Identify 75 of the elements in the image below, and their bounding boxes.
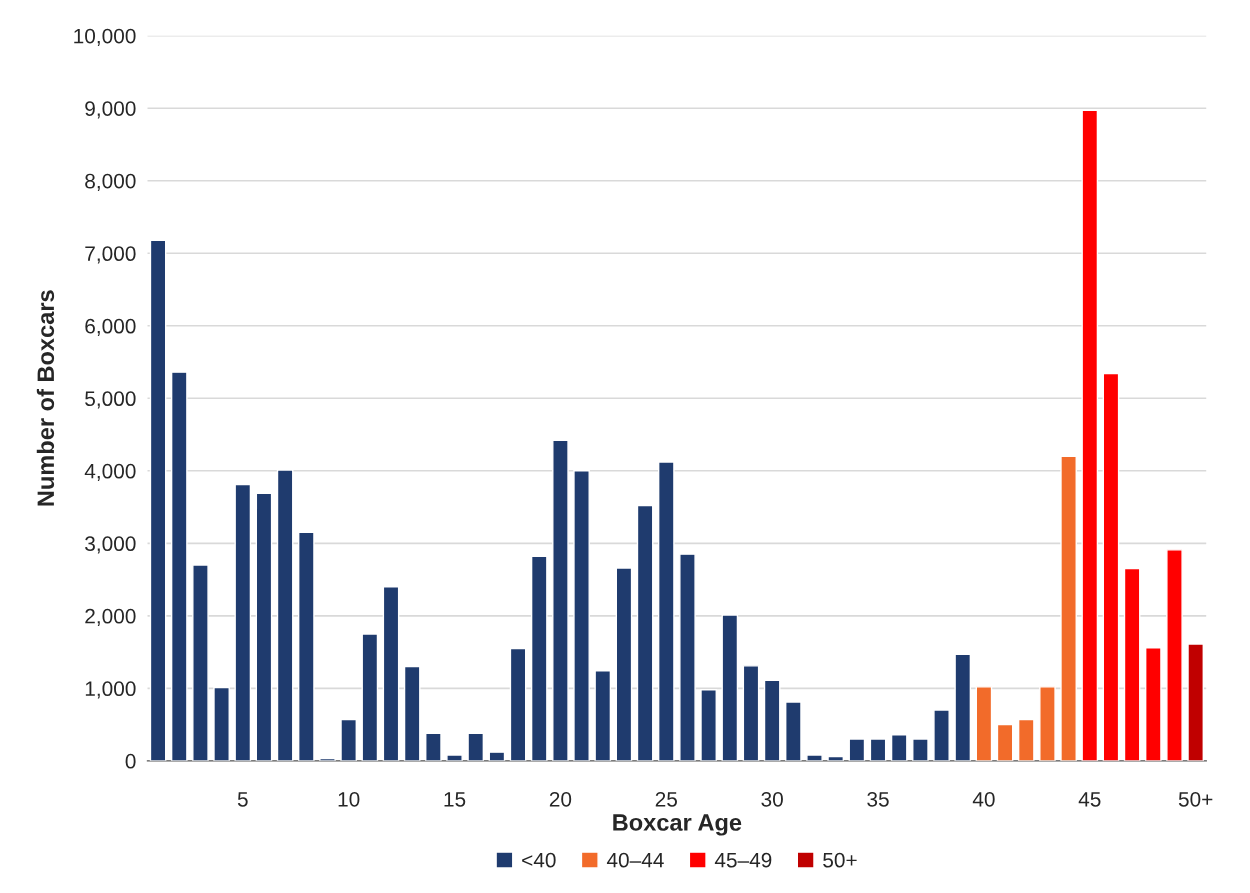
bar — [573, 470, 590, 761]
bar — [785, 701, 802, 761]
bar — [954, 653, 972, 761]
legend-label: 45–49 — [714, 852, 772, 868]
bar — [933, 709, 950, 761]
bar — [806, 754, 823, 761]
y-tick-label: 1,000 — [85, 681, 136, 699]
bar — [340, 718, 357, 761]
bar — [1144, 647, 1162, 761]
x-tick-label: 30 — [761, 791, 783, 807]
y-tick-label: 5,000 — [85, 391, 136, 409]
bar — [1017, 718, 1035, 761]
x-tick-label: 5 — [237, 792, 248, 807]
bar — [1081, 109, 1099, 761]
x-tick-label: 20 — [549, 791, 572, 807]
legend-label: 40–44 — [606, 852, 664, 868]
bar — [149, 239, 167, 761]
bar — [403, 665, 421, 761]
y-tick-label: 8,000 — [85, 173, 136, 191]
bar — [552, 439, 569, 761]
bar — [869, 738, 887, 761]
x-tick-label: 35 — [867, 791, 889, 807]
bar — [530, 555, 548, 761]
bar — [1187, 643, 1204, 761]
bar — [488, 751, 506, 761]
bar — [382, 586, 400, 761]
bar — [192, 564, 209, 761]
bar — [721, 614, 739, 761]
bar — [425, 732, 442, 761]
legend-label: <40 — [522, 852, 556, 868]
bar — [679, 553, 696, 761]
bar — [297, 531, 315, 761]
y-tick-label: 6,000 — [85, 318, 136, 336]
y-tick-label: 10,000 — [74, 28, 136, 46]
legend-label: 50+ — [823, 852, 857, 868]
y-tick-label: 3,000 — [85, 536, 136, 554]
bar — [255, 492, 273, 761]
bar — [213, 686, 230, 761]
bar — [1060, 455, 1077, 761]
bar — [890, 734, 908, 761]
bar — [1123, 567, 1141, 761]
x-tick-label: 10 — [338, 791, 360, 807]
y-tick-label: 0 — [125, 753, 136, 769]
x-tick-label: 15 — [444, 792, 466, 807]
x-tick-label: 40 — [972, 791, 995, 807]
bar — [657, 461, 675, 761]
bar — [996, 723, 1014, 761]
bar — [361, 633, 379, 761]
bar — [1102, 372, 1120, 761]
bar — [912, 738, 929, 761]
x-tick-label: 45 — [1078, 792, 1101, 807]
bar — [763, 679, 781, 761]
bar — [1039, 686, 1056, 761]
bar — [234, 483, 252, 761]
bar — [700, 689, 717, 761]
bar — [1166, 549, 1183, 761]
x-tick-label: 50+ — [1178, 791, 1213, 807]
bar — [467, 732, 485, 761]
y-tick-label: 7,000 — [85, 246, 136, 264]
bar — [276, 469, 294, 761]
y-tick-label: 4,000 — [84, 463, 136, 481]
x-axis-title: Boxcar Age — [613, 814, 742, 836]
x-tick-label: 25 — [655, 791, 677, 807]
bar — [509, 647, 527, 761]
bar — [848, 738, 866, 761]
bar — [975, 686, 993, 761]
y-axis-title: Number of Boxcars — [36, 290, 55, 506]
bar — [636, 504, 654, 761]
bar — [170, 371, 188, 761]
bar — [742, 665, 760, 761]
bar — [594, 670, 612, 761]
bar — [446, 754, 463, 761]
y-tick-label: 9,000 — [85, 101, 136, 119]
bar — [615, 567, 633, 761]
y-tick-label: 2,000 — [85, 608, 136, 627]
